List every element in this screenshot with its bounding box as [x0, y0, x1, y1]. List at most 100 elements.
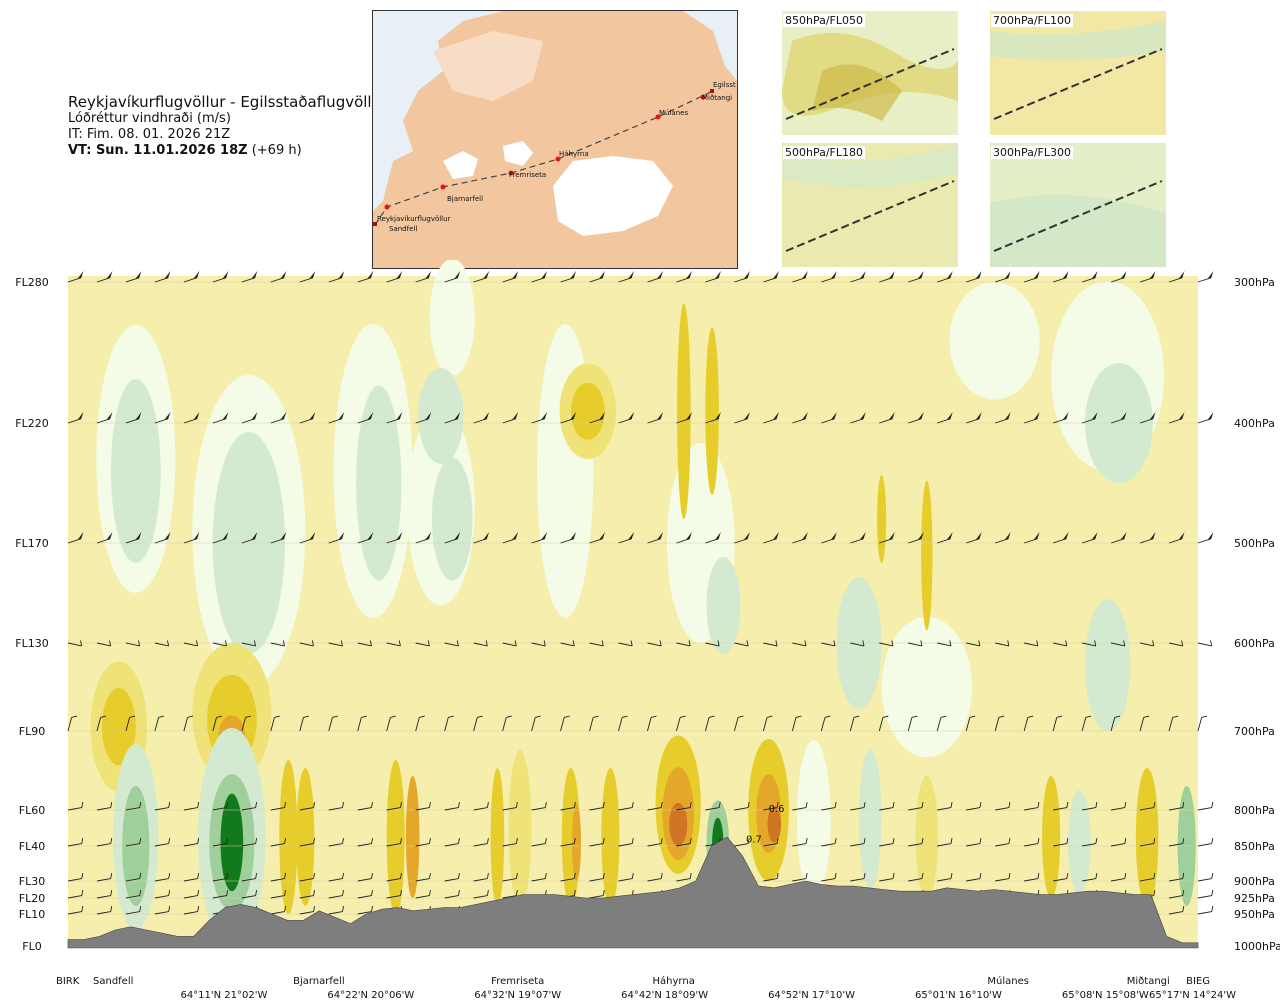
barb-feather	[109, 640, 112, 647]
barb-shaft	[1139, 878, 1154, 882]
level-map-label: 850hPa/FL050	[783, 14, 866, 27]
barb-shaft	[473, 277, 488, 283]
wind-barb	[560, 872, 576, 882]
barb-feather	[747, 801, 750, 808]
wind-barb	[1139, 640, 1155, 647]
barb-shaft	[212, 895, 227, 899]
barb-flag	[714, 412, 721, 420]
barb-shaft	[705, 807, 720, 811]
barb-shaft	[357, 717, 362, 732]
barb-feather	[342, 889, 344, 896]
barb-feather	[419, 715, 425, 718]
barb-shaft	[1023, 717, 1029, 732]
barb-shaft	[966, 878, 981, 882]
barb-shaft	[241, 807, 256, 811]
wind-barb	[1168, 801, 1185, 811]
barb-feather	[1085, 715, 1092, 718]
barb-shaft	[67, 642, 82, 647]
barb-shaft	[734, 538, 748, 544]
barb-feather	[226, 872, 229, 879]
barb-shaft	[154, 642, 169, 647]
barb-feather	[361, 715, 367, 718]
wind-barb	[879, 872, 895, 882]
right-axis-label: 925hPa	[1234, 892, 1275, 905]
wind-barb	[531, 837, 547, 847]
wind-barb	[502, 271, 519, 283]
barb-flag	[483, 271, 490, 279]
wind-barb	[212, 532, 229, 544]
barb-shaft	[1110, 807, 1125, 811]
wind-barb	[995, 412, 1011, 424]
barb-flag	[135, 271, 142, 279]
barb-shaft	[125, 878, 140, 882]
wind-barb	[154, 532, 171, 544]
barb-feather	[689, 837, 692, 844]
wind-barb	[270, 715, 280, 732]
wind-barb	[1110, 640, 1126, 647]
wind-barb	[328, 889, 344, 899]
wind-barb	[705, 715, 715, 732]
barb-feather	[486, 889, 489, 896]
barb-feather	[1201, 715, 1208, 718]
barb-shaft	[270, 277, 285, 283]
barb-feather	[110, 837, 113, 844]
wind-barb	[444, 872, 460, 882]
barb-shaft	[1168, 843, 1183, 847]
barb-feather	[400, 837, 402, 844]
field-contour	[705, 327, 719, 495]
wind-barb	[386, 889, 402, 899]
barb-feather	[197, 837, 200, 844]
barb-feather	[284, 837, 287, 844]
wind-barb	[502, 837, 518, 847]
barb-shaft	[589, 717, 594, 732]
barb-flag	[454, 412, 461, 420]
barb-shaft	[792, 807, 807, 811]
wind-barb	[67, 837, 84, 847]
barb-shaft	[965, 717, 971, 732]
waypoint-marker	[384, 204, 390, 210]
wind-barb	[183, 801, 200, 811]
barb-shaft	[705, 538, 719, 544]
wind-barb	[936, 715, 947, 732]
coordinate-label: 64°42'N 18°09'W	[621, 990, 708, 1001]
barb-shaft	[386, 642, 401, 647]
barb-shaft	[676, 538, 690, 544]
field-contour	[490, 768, 505, 906]
barb-feather	[1211, 801, 1214, 808]
barb-flag	[512, 532, 519, 540]
barb-feather	[110, 801, 113, 808]
barb-feather	[255, 801, 258, 808]
barb-shaft	[1139, 277, 1154, 283]
field-contour	[386, 760, 405, 914]
wind-barb	[183, 872, 200, 882]
wind-barb	[1024, 271, 1040, 283]
wind-barb	[1139, 271, 1156, 283]
barb-feather	[766, 715, 773, 718]
barb-flag	[222, 271, 229, 279]
barb-shaft	[241, 895, 256, 899]
contour-annotation: 0.7	[746, 834, 762, 845]
land-shape	[373, 11, 737, 268]
barb-shaft	[647, 807, 662, 811]
wind-barb	[937, 801, 953, 811]
route-map: Reykjavíkurflugvöllur Sandfell Bjarnarfe…	[372, 10, 738, 269]
barb-shaft	[357, 642, 372, 647]
level-map-graphic	[782, 11, 958, 135]
barb-shaft	[647, 277, 661, 283]
barb-feather	[458, 837, 460, 844]
barb-flag	[656, 412, 663, 420]
wind-barb	[1052, 532, 1069, 544]
barb-feather	[776, 837, 779, 844]
wind-barb	[560, 801, 576, 811]
barb-feather	[224, 640, 228, 647]
barb-shaft	[386, 277, 401, 283]
right-axis-label: 950hPa	[1234, 908, 1275, 921]
barb-shaft	[647, 878, 662, 882]
barb-flag	[917, 271, 924, 279]
barb-shaft	[67, 911, 82, 915]
wind-barb	[125, 837, 142, 847]
barb-feather	[342, 801, 344, 808]
wind-barb	[183, 640, 199, 647]
barb-shaft	[444, 807, 459, 811]
barb-shaft	[386, 717, 391, 732]
